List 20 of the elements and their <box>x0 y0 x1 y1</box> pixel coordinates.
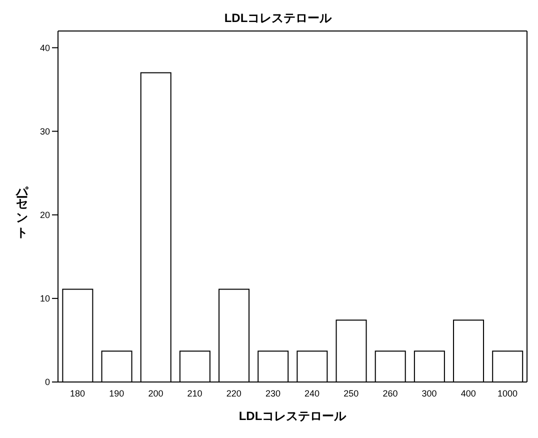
x-tick-label: 190 <box>109 388 124 398</box>
chart-title: LDLコレステロール <box>224 11 333 25</box>
y-tick-label: 30 <box>40 126 50 136</box>
y-tick-label: 20 <box>40 210 50 220</box>
x-tick-label: 200 <box>148 388 164 398</box>
x-tick-label: 230 <box>265 388 280 398</box>
y-tick-label: 0 <box>44 377 50 388</box>
x-tick-label: 220 <box>226 388 242 398</box>
y-tick-label: 40 <box>40 42 50 53</box>
x-tick-label: 260 <box>382 388 398 398</box>
y-axis-title: パーセント <box>15 176 29 238</box>
x-tick-label: 250 <box>344 388 359 398</box>
x-tick-label: 180 <box>70 388 86 398</box>
x-tick-label: 240 <box>304 388 320 398</box>
x-tick-label: 400 <box>460 388 476 398</box>
x-tick-label: 1000 <box>497 388 518 398</box>
x-tick-label: 300 <box>422 388 437 398</box>
x-axis-title: LDLコレステロール <box>238 409 348 423</box>
x-tick-label: 210 <box>187 388 202 398</box>
y-tick-label: 10 <box>40 294 50 304</box>
